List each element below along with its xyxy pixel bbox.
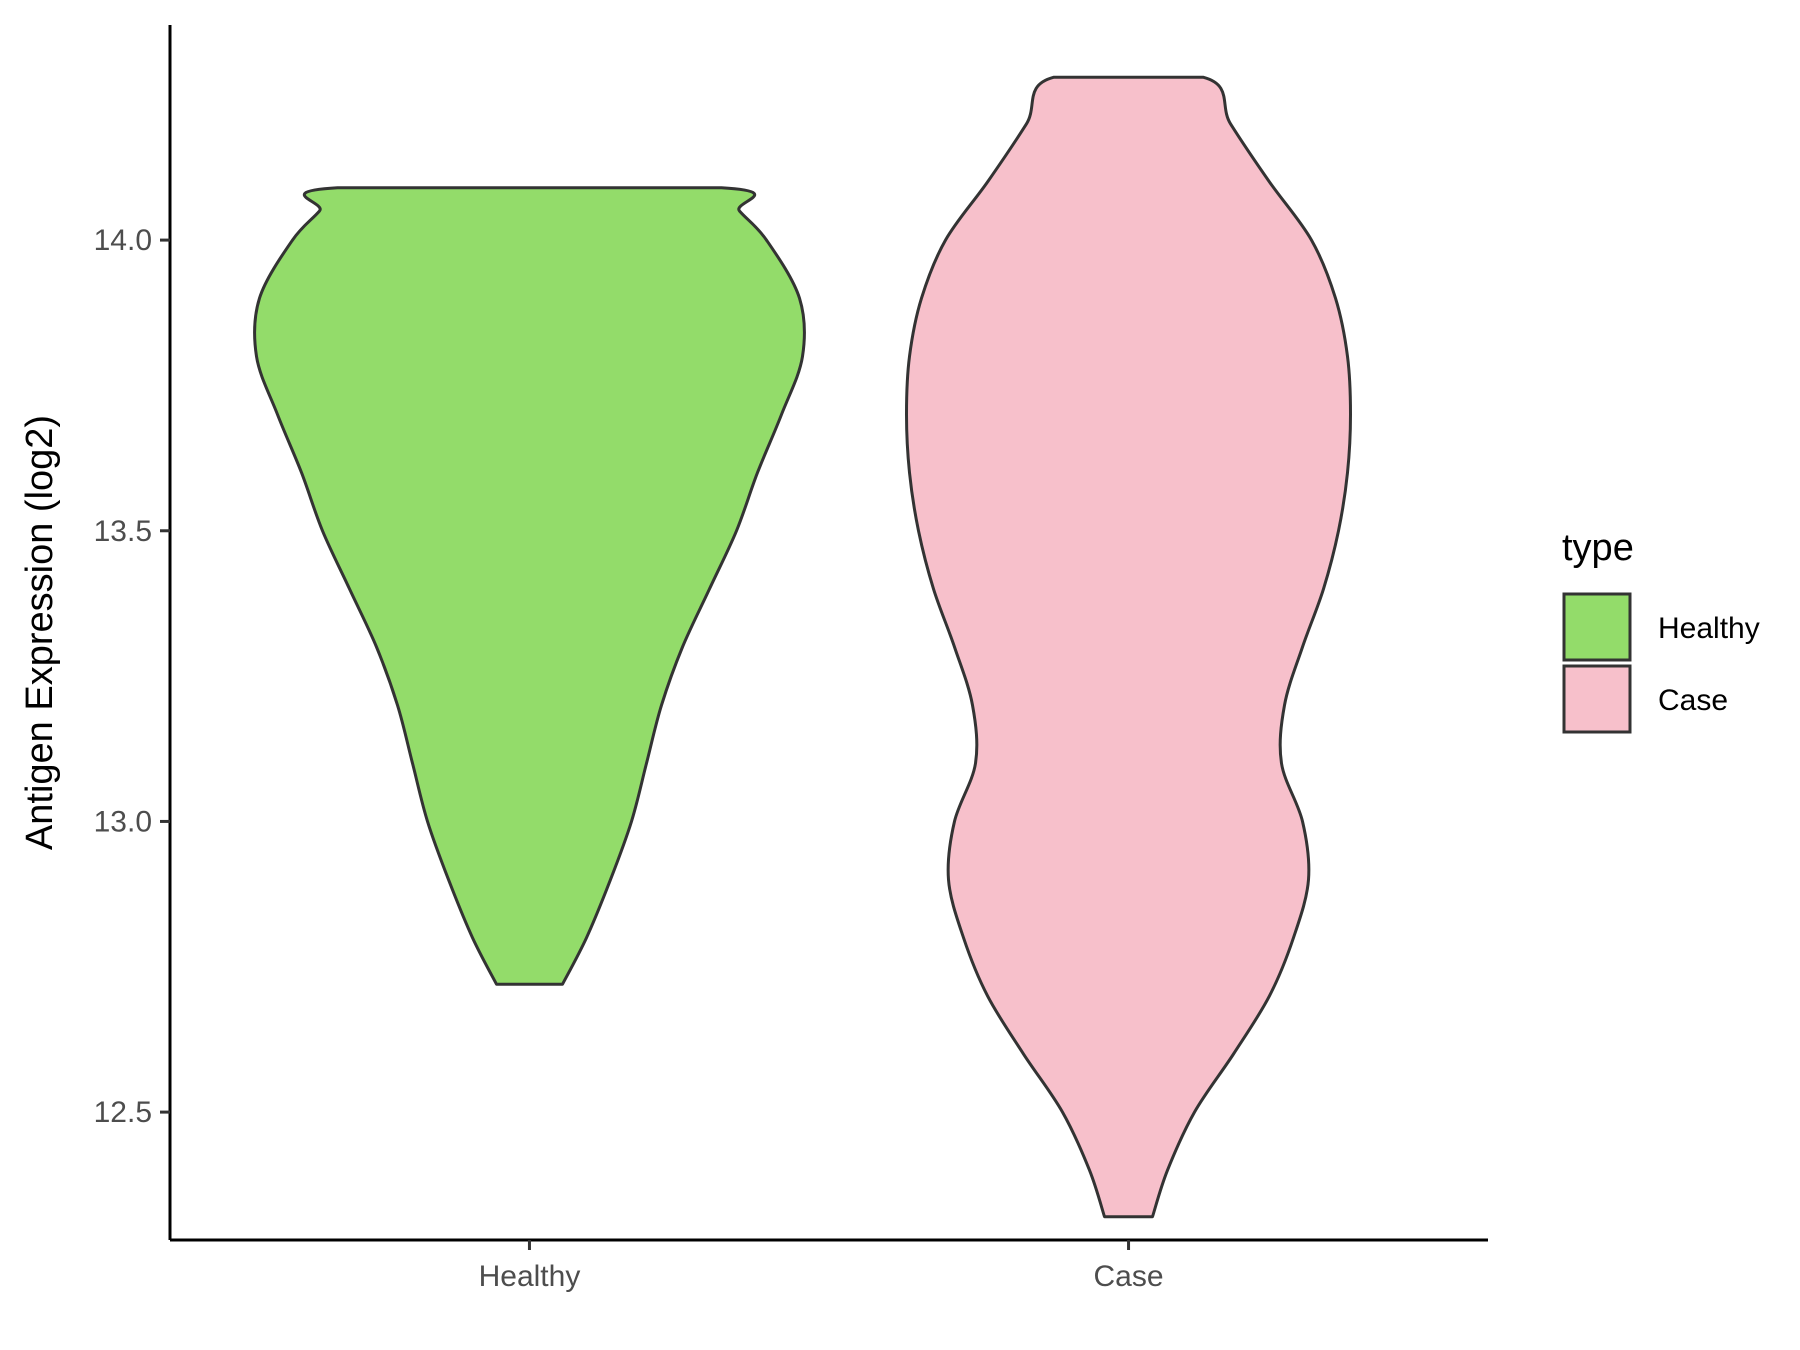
y-tick-label: 14.0 — [94, 224, 152, 257]
violin-case — [905, 75, 1352, 1219]
x-tick-label-healthy: Healthy — [479, 1260, 581, 1293]
legend-label-case: Case — [1658, 684, 1728, 717]
legend: type Healthy Case — [1562, 527, 1760, 734]
y-axis-title: Antigen Expression (log2) — [19, 415, 61, 850]
y-axis: 12.5 13.0 13.5 14.0 — [94, 25, 172, 1240]
violin-healthy — [253, 186, 806, 986]
x-axis: Healthy Case — [170, 1238, 1488, 1293]
violins — [253, 75, 1352, 1219]
y-tick-label: 13.5 — [94, 515, 152, 548]
legend-swatch-case — [1562, 664, 1632, 734]
legend-title: type — [1562, 527, 1634, 569]
y-tick-label: 12.5 — [94, 1096, 152, 1129]
x-tick-label-case: Case — [1094, 1260, 1164, 1293]
legend-swatch-healthy — [1562, 592, 1632, 662]
legend-label-healthy: Healthy — [1658, 612, 1760, 645]
y-tick-label: 13.0 — [94, 805, 152, 838]
